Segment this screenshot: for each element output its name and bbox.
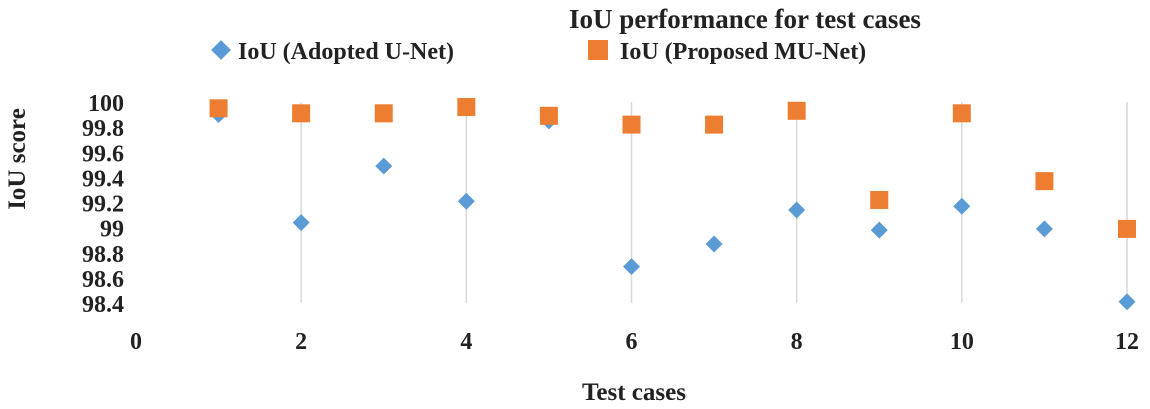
point-proposed-munet [787,101,806,120]
point-adopted-unet [953,197,971,215]
point-adopted-unet [375,157,393,175]
y-tick-label: 99.8 [82,116,124,142]
point-proposed-munet [457,98,476,117]
x-tick-label: 8 [791,329,803,355]
y-tick-label: 98.4 [82,292,124,318]
point-adopted-unet [292,214,310,232]
point-adopted-unet [457,192,475,210]
x-tick-label: 4 [460,329,472,355]
x-tick-label: 6 [626,329,638,355]
y-tick-label: 99.6 [82,141,124,167]
y-tick-label: 99 [100,217,124,243]
x-tick-labels: 0 2 4 6 8 10 12 [130,329,1139,355]
x-tick-label: 2 [295,329,307,355]
point-proposed-munet [374,104,393,123]
legend-marker-diamond [211,40,231,60]
point-proposed-munet [705,115,724,134]
legend: IoU (Adopted U-Net) IoU (Proposed MU-Net… [211,39,866,65]
y-tick-label: 99.2 [82,192,124,218]
point-adopted-unet [870,221,888,239]
point-proposed-munet [209,99,228,118]
x-tick-label: 12 [1115,329,1139,355]
y-tick-label: 99.4 [82,166,124,192]
series-1 [210,106,1136,311]
y-tick-label: 98.6 [82,267,124,293]
legend-item-adopted-unet: IoU (Adopted U-Net) [211,39,454,65]
point-adopted-unet [1035,220,1053,238]
legend-label-proposed-munet: IoU (Proposed MU-Net) [620,39,866,65]
point-proposed-munet [539,106,558,125]
point-adopted-unet [1118,293,1136,311]
point-proposed-munet [1035,172,1054,191]
point-proposed-munet [292,104,311,123]
y-tick-label: 100 [88,91,124,117]
point-adopted-unet [788,201,806,219]
legend-item-proposed-munet: IoU (Proposed MU-Net) [588,39,866,65]
data-points [209,98,1136,311]
x-tick-label: 0 [130,329,142,355]
y-tick-label: 98.8 [82,242,124,268]
y-axis-title: IoU score [4,108,31,210]
legend-marker-square [588,40,608,60]
x-axis-title: Test cases [582,379,686,406]
chart-title: IoU performance for test cases [569,4,921,34]
point-proposed-munet [1118,219,1136,238]
point-proposed-munet [622,115,641,134]
series-2 [209,98,1136,238]
point-adopted-unet [623,258,640,276]
point-proposed-munet [952,104,971,123]
legend-label-adopted-unet: IoU (Adopted U-Net) [238,39,454,65]
x-tick-label: 10 [950,329,974,355]
point-adopted-unet [705,235,723,253]
point-proposed-munet [870,190,889,209]
